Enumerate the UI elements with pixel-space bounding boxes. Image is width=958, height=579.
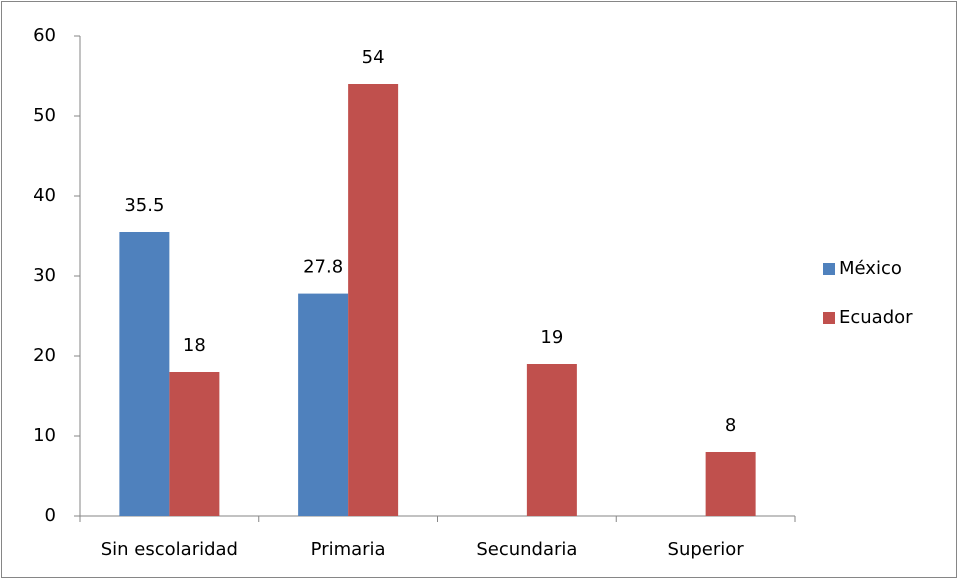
legend-label: México (839, 258, 902, 279)
bar (298, 293, 349, 516)
x-tick-label: Secundaria (476, 539, 577, 560)
x-tick-label: Sin escolaridad (101, 539, 238, 560)
bar (348, 84, 399, 516)
y-tick-label: 50 (33, 105, 56, 126)
y-tick-label: 30 (33, 265, 56, 286)
data-label: 19 (540, 327, 563, 348)
bar (119, 232, 170, 516)
bar (705, 452, 756, 516)
data-label: 54 (362, 47, 385, 68)
data-label: 35.5 (124, 195, 164, 216)
x-tick-label: Primaria (311, 539, 386, 560)
legend-label: Ecuador (839, 307, 913, 328)
data-label: 27.8 (303, 257, 343, 278)
bar (169, 372, 220, 516)
data-label: 18 (183, 335, 206, 356)
legend-swatch (823, 312, 835, 324)
y-tick-label: 60 (33, 25, 56, 46)
y-tick-label: 0 (45, 505, 56, 526)
y-tick-label: 40 (33, 185, 56, 206)
bar (526, 364, 577, 516)
y-tick-label: 10 (33, 425, 56, 446)
legend-swatch (823, 263, 835, 275)
x-tick-label: Superior (668, 539, 745, 560)
data-label: 8 (725, 415, 736, 436)
y-tick-label: 20 (33, 345, 56, 366)
